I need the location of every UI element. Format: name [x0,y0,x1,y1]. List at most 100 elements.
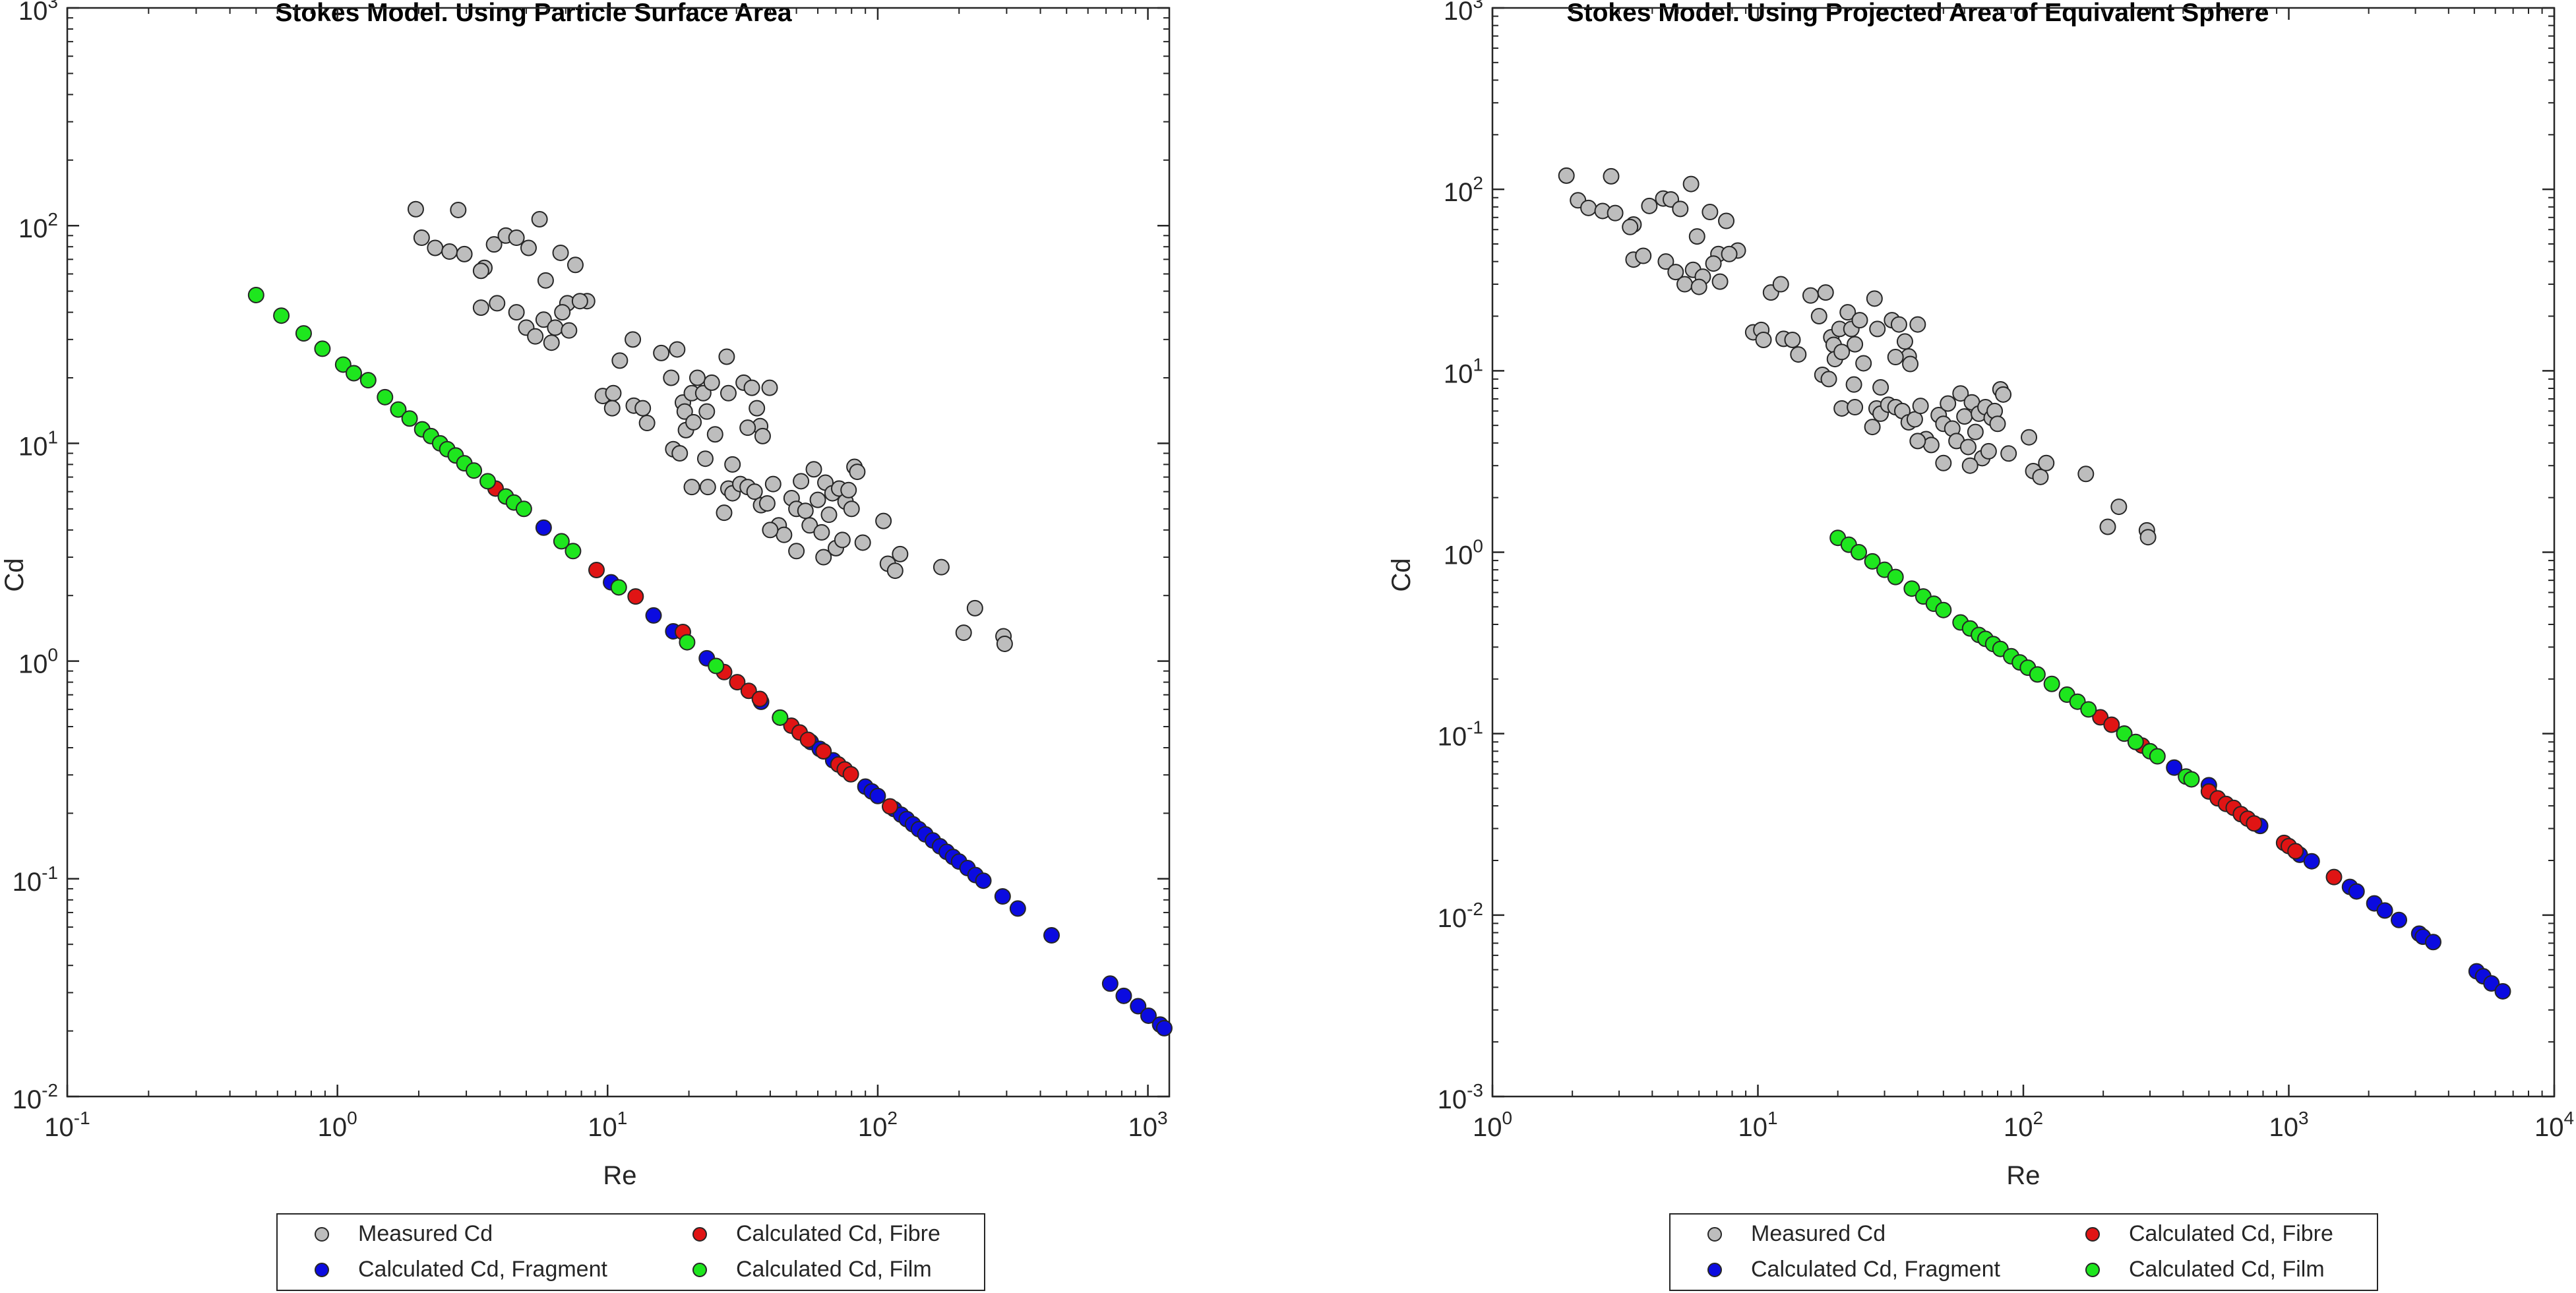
data-point-measured [2099,518,2116,535]
x-tick-label: 102 [2004,1108,2043,1142]
legend-marker-fragment [1707,1262,1722,1277]
series-measured [407,200,1013,652]
data-point-film [2149,748,2166,765]
x-tick-label: 10-1 [44,1108,90,1142]
data-point-film [346,365,363,382]
data-point-film [515,500,532,518]
data-point-measured [1810,307,1827,324]
data-point-fibre [751,690,768,707]
data-point-measured [966,599,983,616]
x-tick-label: 104 [2534,1108,2574,1142]
data-point-measured [2077,466,2095,483]
data-point-measured [1887,349,1904,366]
data-point-fragment [975,872,992,889]
plot-area-right: 100 101 102 103 104 10-3 10-2 10-1 100 101 102 103 [1438,0,2574,1142]
data-point-measured [2021,429,2038,446]
data-point-measured [1989,415,2006,433]
data-point-measured [1711,273,1729,290]
data-point-measured [1558,167,1575,184]
data-point-measured [603,400,621,417]
data-point-fibre [815,742,832,760]
data-point-fragment [535,519,552,536]
data-point-measured [724,456,741,473]
legend-item-fibre: Calculated Cd, Fibre [2085,1221,2333,1247]
data-point-film [247,286,264,303]
data-point-measured [1721,245,1738,262]
data-point-measured [1912,398,1929,415]
data-point-measured [508,304,525,321]
x-tick-label: 102 [858,1108,898,1142]
y-tick-label: 10-1 [13,862,58,897]
legend-marker-fibre [692,1226,707,1242]
data-point-measured [1845,376,1862,393]
data-point-measured [1909,316,1926,333]
data-point-fragment [2483,975,2500,992]
data-point-measured [1922,436,1940,454]
legend-label-film: Calculated Cd, Film [2129,1257,2325,1282]
data-point-measured [1959,438,1977,456]
data-point-measured [1690,278,1707,295]
data-point-measured [739,419,756,436]
legend-label-fibre: Calculated Cd, Fibre [2129,1221,2333,1246]
y-tick-label: 101 [1444,354,1483,388]
data-point-measured [776,526,793,543]
data-point-measured [797,502,814,520]
data-point-measured [441,243,458,260]
data-point-measured [698,403,716,420]
data-point-measured [788,543,805,560]
data-point-film [772,709,789,726]
data-point-film [2043,675,2060,692]
legend-marker-film [2085,1262,2100,1277]
data-point-fragment [994,888,1011,905]
legend-item-film: Calculated Cd, Film [2085,1257,2325,1282]
legend-label-measured: Measured Cd [358,1221,493,1246]
data-point-measured [813,524,830,541]
data-point-measured [625,331,642,348]
data-point-measured [1705,255,1722,272]
data-point-measured [543,334,560,351]
data-point-measured [761,379,778,396]
data-point-measured [685,413,702,431]
legend-label-measured: Measured Cd [1751,1221,1886,1246]
data-point-film [708,657,725,675]
data-point-film [553,533,570,550]
data-point-measured [450,201,467,218]
data-point-film [1887,568,1904,586]
data-point-measured [886,562,904,580]
y-tick-label: 10-2 [1438,899,1483,933]
data-point-measured [1956,408,1973,425]
x-tick-label: 100 [1473,1108,1512,1142]
data-point-measured [653,344,670,361]
data-point-measured [892,545,909,562]
data-point-fibre [2092,709,2109,726]
data-point-measured [561,322,578,339]
chart-left: Stokes Model. Using Particle Surface Are… [0,0,1173,1190]
data-point-measured [1847,336,1864,353]
data-point-measured [1682,175,1700,193]
data-point-measured [854,534,871,551]
data-point-measured [1940,395,1957,412]
data-point-measured [508,229,525,247]
data-point-measured [758,495,776,512]
data-point-measured [1869,320,1886,338]
y-tick-label: 10-2 [13,1080,58,1114]
y-tick-label: 102 [1444,173,1483,207]
y-tick-label: 102 [18,209,58,243]
data-point-fragment [1043,927,1060,944]
data-point-measured [472,262,489,280]
data-point-measured [996,635,1013,652]
data-point-measured [805,461,822,478]
data-point-measured [1817,284,1834,301]
legend-label-fibre: Calculated Cd, Fibre [736,1221,940,1246]
data-point-measured [1772,276,1789,293]
legend-label-film: Calculated Cd, Film [736,1257,932,1282]
data-point-measured [1896,333,1913,350]
data-point-measured [875,512,892,529]
data-point-film [401,410,418,427]
data-point-measured [1833,344,1851,361]
data-point-fragment [1009,900,1026,917]
data-point-film [2116,725,2133,742]
data-point-measured [663,369,680,386]
data-point-measured [706,426,723,443]
